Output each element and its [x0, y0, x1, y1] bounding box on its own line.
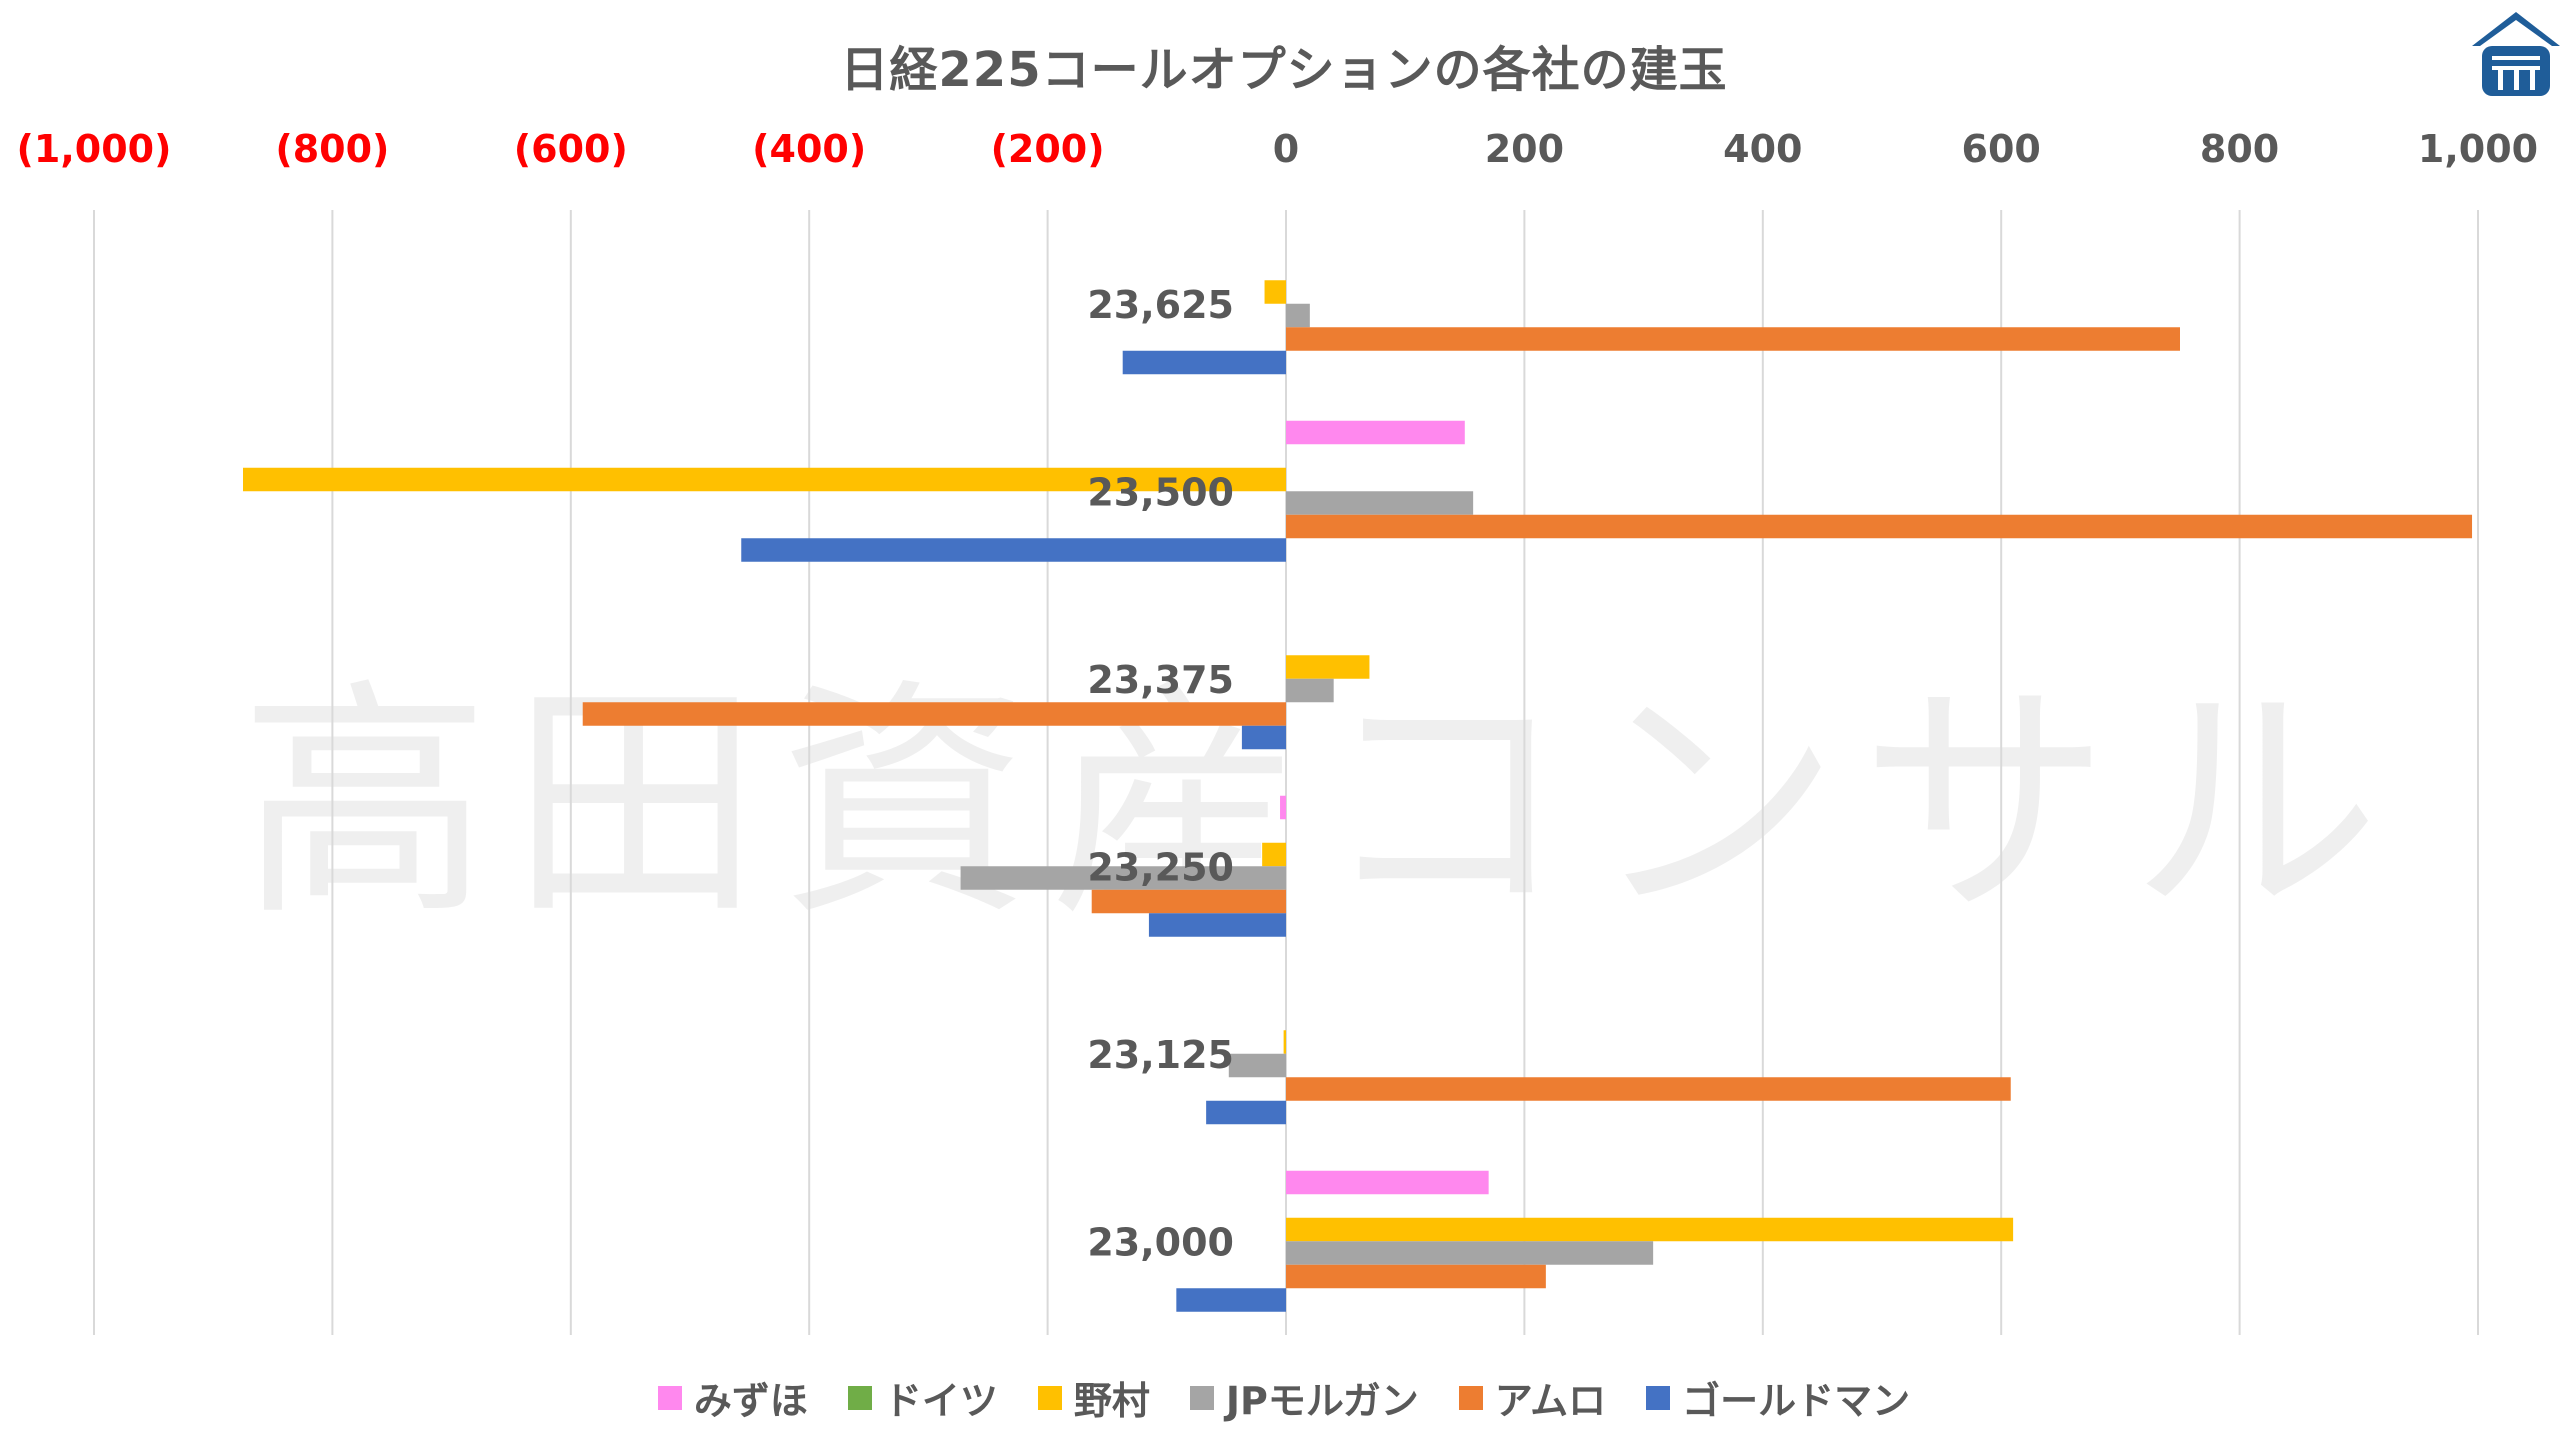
bar [1122, 350, 1286, 375]
x-tick-label: 800 [2200, 127, 2279, 171]
bar [1286, 1217, 2014, 1242]
grid-layer [93, 210, 2479, 1335]
legend: みずほ ドイツ 野村 JPモルガン アムロ ゴールドマン [0, 1370, 2568, 1425]
bar [1286, 1264, 1546, 1289]
tick-layer: (1,000) (800) (600) (400) (200) 0 200 400 600 800… [17, 127, 2539, 171]
legend-label: 野村 [1073, 1379, 1150, 1423]
bar [741, 538, 1286, 562]
category-label: 23,625 [1087, 283, 1234, 327]
legend-label: みずほ [693, 1379, 808, 1423]
bar [1148, 913, 1286, 937]
legend-item: ゴールドマン [1646, 1370, 1910, 1425]
category-label: 23,375 [1087, 658, 1234, 702]
bar [1286, 327, 2180, 351]
bar [1206, 1100, 1286, 1125]
bar [1286, 491, 1474, 515]
legend-swatch [1037, 1385, 1062, 1410]
bar [1286, 1241, 1654, 1265]
x-tick-label: (1,000) [17, 127, 172, 171]
bar [1286, 655, 1370, 679]
legend-item: 野村 [1037, 1370, 1150, 1425]
legend-item: みずほ [657, 1370, 808, 1425]
bar [1286, 1170, 1489, 1195]
x-tick-label: 0 [1273, 127, 1299, 171]
x-tick-label: 200 [1485, 127, 1564, 171]
legend-item: ドイツ [847, 1370, 998, 1425]
category-label: 23,250 [1087, 845, 1234, 889]
legend-item: アムロ [1458, 1370, 1607, 1425]
legend-label: JPモルガン [1225, 1379, 1419, 1423]
x-tick-label: 1,000 [2418, 127, 2538, 171]
x-tick-label: 600 [1962, 127, 2041, 171]
legend-label: アムロ [1494, 1379, 1607, 1423]
legend-swatch [1189, 1385, 1214, 1410]
bar [1264, 280, 1286, 304]
bar [1091, 889, 1286, 914]
x-tick-label: (800) [275, 127, 389, 171]
bar [582, 702, 1286, 726]
bar-layer [243, 280, 2473, 1312]
legend-label: ゴールドマン [1682, 1379, 1911, 1423]
legend-swatch [847, 1385, 872, 1410]
bar [1228, 1053, 1286, 1078]
bar [1286, 1077, 2011, 1101]
bar [960, 866, 1286, 890]
bar [1241, 725, 1286, 750]
category-label-layer: 23,625 23,500 23,375 23,250 23,125 23,000 [1087, 283, 1234, 1265]
bar [1286, 420, 1465, 445]
legend-swatch [657, 1385, 682, 1410]
category-label: 23,500 [1087, 470, 1234, 514]
x-tick-label: (200) [991, 127, 1105, 171]
x-tick-label: (400) [752, 127, 866, 171]
bar [1262, 842, 1286, 867]
bar [1286, 514, 2473, 539]
bar [1286, 303, 1310, 328]
bar [1176, 1288, 1286, 1312]
legend-swatch [1646, 1385, 1671, 1410]
company-logo [2472, 12, 2560, 96]
x-tick-label: 400 [1723, 127, 1802, 171]
plot-area: (1,000) (800) (600) (400) (200) 0 200 400 600 800… [17, 127, 2539, 1335]
bar [1283, 1030, 1286, 1054]
bar [243, 467, 1286, 492]
bar [1280, 795, 1286, 820]
x-tick-label: (600) [514, 127, 628, 171]
legend-swatch [1458, 1385, 1483, 1410]
legend-item: JPモルガン [1189, 1370, 1419, 1425]
legend-label: ドイツ [883, 1379, 998, 1423]
chart-title: 日経225コールオプションの各社の建玉 [840, 42, 1728, 98]
category-label: 23,000 [1087, 1220, 1234, 1264]
category-label: 23,125 [1087, 1033, 1234, 1077]
bar [1286, 678, 1334, 703]
